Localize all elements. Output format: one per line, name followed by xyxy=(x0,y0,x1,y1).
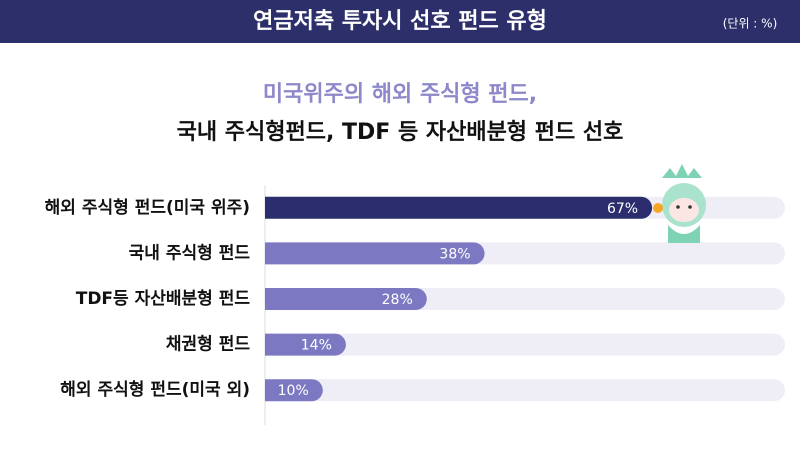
subtitle: 국내 주식형펀드, TDF 등 자산배분형 펀드 선호 xyxy=(177,120,624,145)
category-label: 채권형 펀드 xyxy=(166,334,250,355)
category-label: TDF등 자산배분형 펀드 xyxy=(76,288,251,309)
bar-track xyxy=(265,333,785,356)
value-label: 67% xyxy=(607,201,638,217)
category-label: 국내 주식형 펀드 xyxy=(129,242,251,263)
category-label: 해외 주식형 펀드(미국 외) xyxy=(60,379,250,400)
subtitle: 미국위주의 해외 주식형 펀드, xyxy=(263,82,537,107)
value-label: 38% xyxy=(439,246,470,262)
value-label: 10% xyxy=(278,383,309,399)
unit-label: (단위 : %) xyxy=(723,17,778,31)
bar-track xyxy=(265,379,785,402)
category-label: 해외 주식형 펀드(미국 위주) xyxy=(45,197,250,218)
bar xyxy=(265,196,653,219)
header-band xyxy=(0,0,800,43)
bar xyxy=(265,242,485,265)
value-label: 28% xyxy=(382,292,413,308)
chart-title: 연금저축 투자시 선호 펀드 유형 xyxy=(253,9,547,34)
bar xyxy=(265,288,427,310)
bar xyxy=(265,379,323,402)
mascot xyxy=(653,164,706,243)
value-label: 14% xyxy=(301,338,332,354)
bar xyxy=(265,333,346,356)
